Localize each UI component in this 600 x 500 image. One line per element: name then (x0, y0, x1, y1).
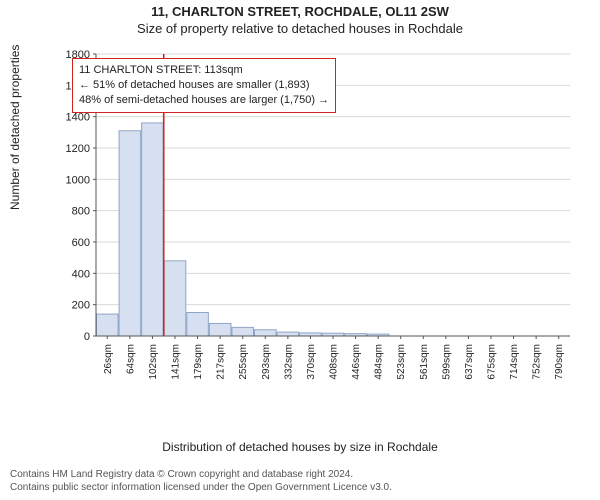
svg-text:599sqm: 599sqm (441, 344, 452, 380)
svg-text:523sqm: 523sqm (396, 344, 407, 380)
svg-text:217sqm: 217sqm (216, 344, 227, 380)
svg-text:446sqm: 446sqm (351, 344, 362, 380)
svg-text:752sqm: 752sqm (532, 344, 543, 380)
chart-page: 11, CHARLTON STREET, ROCHDALE, OL11 2SW … (0, 0, 600, 500)
svg-text:484sqm: 484sqm (374, 344, 385, 380)
svg-text:637sqm: 637sqm (464, 344, 475, 380)
svg-text:800: 800 (72, 206, 90, 218)
svg-text:141sqm: 141sqm (171, 344, 182, 380)
y-axis-label: Number of detached properties (8, 45, 22, 210)
svg-text:0: 0 (84, 331, 90, 343)
svg-text:179sqm: 179sqm (193, 344, 204, 380)
annot-line3: 48% of semi-detached houses are larger (… (79, 93, 329, 108)
svg-text:332sqm: 332sqm (283, 344, 294, 380)
annot-line2: ← 51% of detached houses are smaller (1,… (79, 78, 329, 93)
page-title: 11, CHARLTON STREET, ROCHDALE, OL11 2SW (0, 4, 600, 19)
page-subtitle: Size of property relative to detached ho… (0, 21, 600, 36)
svg-text:400: 400 (72, 268, 90, 280)
svg-text:1400: 1400 (66, 112, 90, 124)
svg-text:600: 600 (72, 237, 90, 249)
svg-text:408sqm: 408sqm (329, 344, 340, 380)
attribution-footer: Contains HM Land Registry data © Crown c… (10, 468, 392, 494)
marker-annotation: 11 CHARLTON STREET: 113sqm ← 51% of deta… (72, 58, 336, 113)
footer-line1: Contains HM Land Registry data © Crown c… (10, 468, 392, 481)
svg-text:64sqm: 64sqm (125, 344, 136, 374)
svg-text:370sqm: 370sqm (306, 344, 317, 380)
svg-text:675sqm: 675sqm (487, 344, 498, 380)
svg-text:293sqm: 293sqm (261, 344, 272, 380)
footer-line2: Contains public sector information licen… (10, 481, 392, 494)
svg-text:1200: 1200 (66, 143, 90, 155)
svg-text:26sqm: 26sqm (103, 344, 114, 374)
svg-text:1000: 1000 (66, 174, 90, 186)
svg-text:200: 200 (72, 300, 90, 312)
x-axis-label: Distribution of detached houses by size … (0, 440, 600, 454)
svg-text:255sqm: 255sqm (238, 344, 249, 380)
svg-text:102sqm: 102sqm (148, 344, 159, 380)
svg-text:561sqm: 561sqm (419, 344, 430, 380)
svg-text:790sqm: 790sqm (554, 344, 565, 380)
annot-line1: 11 CHARLTON STREET: 113sqm (79, 63, 329, 78)
svg-text:714sqm: 714sqm (509, 344, 520, 380)
